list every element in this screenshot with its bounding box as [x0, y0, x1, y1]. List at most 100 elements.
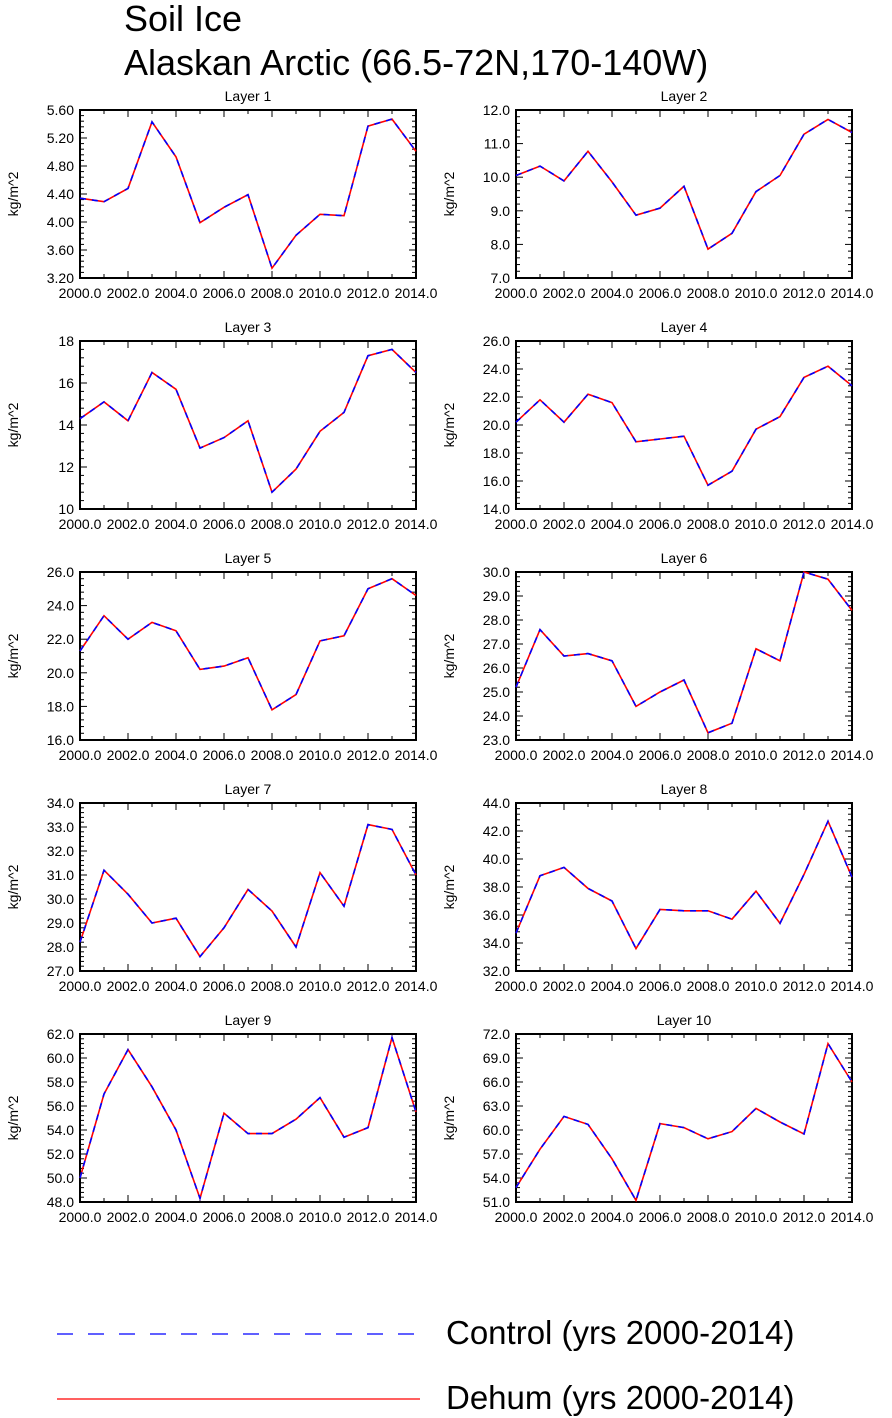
y-tick-label: 3.20 [47, 270, 74, 286]
series-line-control [515, 819, 853, 951]
x-tick-label: 2012.0 [783, 747, 826, 763]
panel-layer-3: Layer 3 2000.0 2002.0 2004.0 2006.0 2008.0 201… [5, 319, 438, 532]
y-tick-label: 56.0 [47, 1098, 74, 1114]
x-tick-label: 2014.0 [831, 978, 874, 994]
panel-title: Layer 6 [661, 550, 708, 566]
series-line-dehum [79, 577, 417, 711]
y-tick-label: 9.0 [491, 203, 511, 219]
y-tick-label: 14 [58, 417, 74, 433]
x-tick-label: 2014.0 [395, 1209, 438, 1225]
series-line-dehum [79, 823, 417, 958]
x-tick-label: 2014.0 [831, 516, 874, 532]
y-tick-label: 50.0 [47, 1170, 74, 1186]
y-axis-label: kg/m^2 [441, 1095, 457, 1140]
series-line-control [515, 365, 853, 487]
y-tick-label: 5.60 [47, 102, 74, 118]
x-tick-label: 2004.0 [155, 1209, 198, 1225]
x-tick-label: 2010.0 [735, 1209, 778, 1225]
x-tick-label: 2010.0 [299, 516, 342, 532]
y-tick-label: 72.0 [483, 1026, 510, 1042]
x-tick-label: 2010.0 [299, 978, 342, 994]
y-tick-label: 28.0 [47, 939, 74, 955]
y-tick-label: 54.0 [483, 1170, 510, 1186]
x-tick-label: 2000.0 [59, 978, 102, 994]
plot-frame [515, 340, 853, 510]
y-tick-label: 32.0 [483, 963, 510, 979]
y-tick-label: 25.0 [483, 684, 510, 700]
y-tick-label: 16.0 [483, 473, 510, 489]
y-tick-label: 12.0 [483, 102, 510, 118]
y-tick-label: 66.0 [483, 1074, 510, 1090]
y-tick-label: 18 [58, 333, 74, 349]
y-tick-label: 30.0 [47, 891, 74, 907]
y-tick-label: 60.0 [483, 1122, 510, 1138]
y-tick-label: 63.0 [483, 1098, 510, 1114]
x-tick-label: 2002.0 [107, 516, 150, 532]
panel-title: Layer 10 [657, 1012, 712, 1028]
plot-frame [79, 571, 417, 741]
y-tick-label: 36.0 [483, 907, 510, 923]
x-tick-label: 2002.0 [543, 516, 586, 532]
y-tick-label: 54.0 [47, 1122, 74, 1138]
x-tick-label: 2004.0 [591, 978, 634, 994]
x-tick-label: 2012.0 [783, 1209, 826, 1225]
panel-title: Layer 2 [661, 88, 708, 104]
x-tick-label: 2014.0 [395, 285, 438, 301]
y-tick-label: 22.0 [483, 389, 510, 405]
x-tick-label: 2014.0 [395, 516, 438, 532]
y-tick-label: 28.0 [483, 612, 510, 628]
x-tick-label: 2008.0 [687, 516, 730, 532]
legend-label-control: Control (yrs 2000-2014) [446, 1314, 795, 1351]
y-tick-label: 27.0 [47, 963, 74, 979]
series-line-dehum [79, 348, 417, 494]
plot-frame [515, 802, 853, 972]
panel-layer-4: Layer 4 2000.0 2002.0 2004.0 2006.0 2008.0 201… [441, 319, 874, 532]
y-axis-label: kg/m^2 [5, 402, 21, 447]
y-tick-label: 33.0 [47, 819, 74, 835]
figure-title-line-2: Alaskan Arctic (66.5-72N,170-140W) [124, 42, 709, 83]
y-tick-label: 40.0 [483, 851, 510, 867]
x-tick-label: 2012.0 [347, 1209, 390, 1225]
x-tick-label: 2004.0 [155, 747, 198, 763]
x-tick-label: 2008.0 [687, 1209, 730, 1225]
series-line-control [515, 1041, 853, 1203]
series-line-dehum [515, 819, 853, 951]
x-tick-label: 2006.0 [203, 1209, 246, 1225]
y-tick-label: 30.0 [483, 564, 510, 580]
panel-layer-7: Layer 7 2000.0 2002.0 2004.0 2006.0 2008.0 201… [5, 781, 438, 994]
x-tick-label: 2008.0 [687, 747, 730, 763]
y-tick-label: 26.0 [483, 333, 510, 349]
panel-layer-9: Layer 9 2000.0 2002.0 2004.0 2006.0 2008.0 201… [5, 1012, 438, 1225]
x-tick-label: 2010.0 [299, 285, 342, 301]
y-axis-label: kg/m^2 [5, 633, 21, 678]
y-tick-label: 38.0 [483, 879, 510, 895]
x-tick-label: 2006.0 [639, 978, 682, 994]
y-tick-label: 10.0 [483, 169, 510, 185]
panel-title: Layer 9 [225, 1012, 272, 1028]
y-tick-label: 51.0 [483, 1194, 510, 1210]
x-tick-label: 2000.0 [59, 747, 102, 763]
legend-label-dehum: Dehum (yrs 2000-2014) [446, 1379, 795, 1416]
x-tick-label: 2000.0 [59, 1209, 102, 1225]
y-tick-label: 24.0 [483, 708, 510, 724]
y-axis-label: kg/m^2 [5, 171, 21, 216]
x-tick-label: 2002.0 [107, 747, 150, 763]
y-tick-label: 3.60 [47, 242, 74, 258]
series-line-dehum [515, 570, 853, 734]
y-axis-label: kg/m^2 [5, 864, 21, 909]
y-tick-label: 57.0 [483, 1146, 510, 1162]
x-tick-label: 2008.0 [251, 285, 294, 301]
y-tick-label: 34.0 [47, 795, 74, 811]
y-tick-label: 4.80 [47, 158, 74, 174]
y-tick-label: 26.0 [483, 660, 510, 676]
x-tick-label: 2002.0 [543, 1209, 586, 1225]
series-line-dehum [515, 365, 853, 487]
x-tick-label: 2006.0 [203, 285, 246, 301]
x-tick-label: 2006.0 [203, 747, 246, 763]
x-tick-label: 2012.0 [783, 516, 826, 532]
x-tick-label: 2004.0 [591, 285, 634, 301]
y-tick-label: 11.0 [484, 136, 510, 152]
y-tick-label: 18.0 [483, 445, 510, 461]
x-tick-label: 2004.0 [155, 516, 198, 532]
